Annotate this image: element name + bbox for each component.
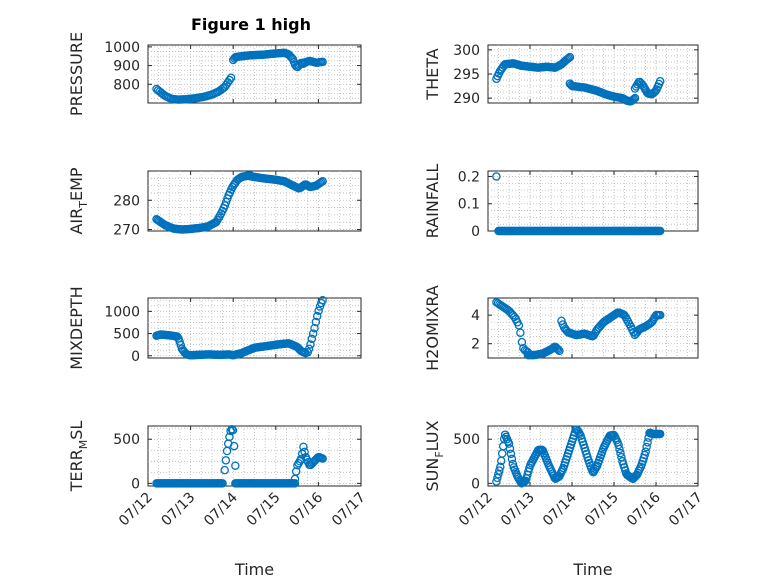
panel-6-y-axis-label: H2OMIXRA <box>423 285 442 371</box>
panel-6-data-point <box>553 345 563 354</box>
panel-5-data-point <box>306 340 315 349</box>
panel-8-data-point <box>615 444 624 454</box>
panel-5-y-axis-label: MIXDEPTH <box>67 286 86 369</box>
panel-2-data-point <box>630 93 640 103</box>
panel-7-data-point <box>228 425 238 435</box>
panel-7-data-point <box>296 455 306 464</box>
panel-5-y-tick-label: 0 <box>131 349 140 365</box>
panel-1-y-tick-label: 900 <box>113 59 140 75</box>
panel-2-data-point <box>564 53 573 63</box>
panel-7-data-point <box>318 454 327 463</box>
panel-4-data-point <box>655 226 665 236</box>
panel-4-data-point <box>492 172 501 181</box>
panel-8-data-point <box>642 442 651 452</box>
panel-5-data-point <box>173 332 182 341</box>
panel-8-data-point <box>655 429 665 439</box>
panel-2-data-point <box>629 94 639 104</box>
panel-7-x-axis-label: Time <box>234 560 274 579</box>
panel-2-data-point <box>651 87 660 96</box>
panel-2-y-tick-label: 290 <box>453 91 480 107</box>
panel-4-y-tick-label: 0.2 <box>458 169 480 185</box>
panel-8-data-point <box>616 448 625 458</box>
panel-6-y-tick-label: 4 <box>471 308 480 324</box>
panel-3-y-tick-label: 280 <box>113 193 140 209</box>
panel-8-data-point <box>507 454 517 464</box>
panel-4-y-axis-label: RAINFALL <box>423 164 442 239</box>
panel-6-data-point <box>555 346 564 356</box>
panel-8-data-point <box>504 439 514 448</box>
panel-8-x-axis-label: Time <box>572 560 612 579</box>
panel-5-data-point <box>310 323 319 333</box>
panel-4-y-tick-label: 0.1 <box>458 197 480 213</box>
panel-2-data-point <box>563 54 572 64</box>
panel-5-y-tick-label: 1000 <box>104 304 140 320</box>
panel-6-data-point <box>516 328 525 337</box>
panel-1-data-point <box>287 53 296 62</box>
panel-3-data-point <box>318 176 327 186</box>
panel-6-y-tick-label: 2 <box>471 337 480 353</box>
panel-7-y-axis-label: TERRMSL <box>67 421 90 493</box>
panel-1-y-tick-label: 800 <box>113 77 140 93</box>
panel-3-y-tick-label: 270 <box>113 223 140 239</box>
panel-8-data-point <box>641 447 650 456</box>
panel-1-data-point <box>318 57 327 67</box>
panel-7-y-tick-label: 500 <box>113 432 140 448</box>
panel-7-data-point <box>299 442 308 452</box>
panel-6-data-point <box>517 337 527 347</box>
panel-5-data-point <box>176 340 186 350</box>
panel-7-data-point <box>218 479 227 488</box>
panel-5-data-point <box>318 295 327 305</box>
panel-5-data-point <box>314 306 323 315</box>
panel-8-data-point <box>506 449 516 459</box>
panel-2-data-point <box>628 95 637 105</box>
panel-2-data-point <box>565 52 575 62</box>
panel-7-data-point <box>229 441 239 451</box>
panel-3-data-point <box>317 177 326 187</box>
panel-7-data-point <box>225 432 234 442</box>
panel-2-y-tick-label: 295 <box>453 67 480 83</box>
panel-8-data-point <box>505 444 515 453</box>
panel-1-y-tick-label: 1000 <box>104 40 140 56</box>
panel-7-data-point <box>300 447 309 457</box>
panel-8-data-point <box>496 462 505 472</box>
panel-6-data-point <box>552 344 562 353</box>
panel-4-y-tick-label: 0 <box>471 224 480 240</box>
panel-3-data-point <box>211 218 221 227</box>
panel-7-data-point <box>227 424 237 434</box>
panel-7-data-point <box>290 479 300 488</box>
panel-1-data-point <box>226 73 236 82</box>
panel-6-data-point <box>655 310 665 320</box>
panel-8-data-point <box>643 438 652 447</box>
panel-5-data-point <box>304 344 314 354</box>
panel-8-y-axis-label: SUNFLUX <box>423 420 446 491</box>
panel-5-data-point <box>307 334 317 344</box>
figure-title: Figure 1 high <box>191 15 311 34</box>
panel-3-y-axis-label: AIRTEMP <box>67 167 90 234</box>
panel-1-y-axis-label: PRESSURE <box>67 32 86 116</box>
panel-1-data-point <box>225 75 234 85</box>
panel-8-y-tick-label: 0 <box>471 476 480 492</box>
panel-8-data-point <box>495 466 504 475</box>
panel-5-data-point <box>311 317 321 327</box>
panel-5-y-tick-label: 500 <box>113 327 140 343</box>
panel-7-data-point <box>231 461 240 470</box>
panel-7-y-tick-label: 0 <box>131 476 140 492</box>
panel-6-data-point <box>619 310 629 320</box>
panel-7-data-point <box>220 465 229 475</box>
panel-8-data-point <box>614 440 623 450</box>
panel-7-data-point <box>221 456 231 465</box>
panel-7-data-point <box>291 467 301 476</box>
panel-5-data-point <box>312 311 322 321</box>
panel-2-y-tick-label: 300 <box>453 43 480 59</box>
panel-5-data-point <box>308 329 318 338</box>
panel-2-y-axis-label: THETA <box>423 48 442 100</box>
panel-2-data-point <box>655 77 665 86</box>
panel-8-y-tick-label: 500 <box>453 432 480 448</box>
